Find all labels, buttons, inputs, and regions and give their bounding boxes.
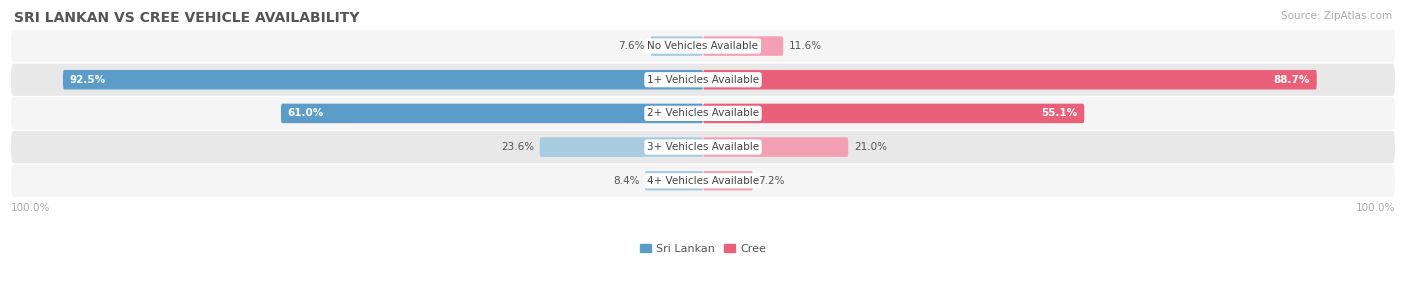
FancyBboxPatch shape — [11, 97, 1395, 130]
FancyBboxPatch shape — [11, 30, 1395, 62]
FancyBboxPatch shape — [703, 36, 783, 56]
Text: 11.6%: 11.6% — [789, 41, 823, 51]
FancyBboxPatch shape — [703, 171, 752, 190]
FancyBboxPatch shape — [703, 104, 1084, 123]
Legend: Sri Lankan, Cree: Sri Lankan, Cree — [640, 244, 766, 254]
Text: 92.5%: 92.5% — [70, 75, 105, 85]
FancyBboxPatch shape — [540, 137, 703, 157]
FancyBboxPatch shape — [63, 70, 703, 90]
Text: 100.0%: 100.0% — [11, 202, 51, 212]
FancyBboxPatch shape — [651, 36, 703, 56]
Text: 8.4%: 8.4% — [613, 176, 640, 186]
FancyBboxPatch shape — [703, 70, 1317, 90]
Text: 7.6%: 7.6% — [619, 41, 645, 51]
Text: 61.0%: 61.0% — [288, 108, 325, 118]
FancyBboxPatch shape — [281, 104, 703, 123]
Text: No Vehicles Available: No Vehicles Available — [648, 41, 758, 51]
Text: 2+ Vehicles Available: 2+ Vehicles Available — [647, 108, 759, 118]
FancyBboxPatch shape — [645, 171, 703, 190]
Text: 21.0%: 21.0% — [853, 142, 887, 152]
Text: 55.1%: 55.1% — [1040, 108, 1077, 118]
Text: 7.2%: 7.2% — [758, 176, 785, 186]
FancyBboxPatch shape — [11, 63, 1395, 96]
Text: 3+ Vehicles Available: 3+ Vehicles Available — [647, 142, 759, 152]
Text: Source: ZipAtlas.com: Source: ZipAtlas.com — [1281, 11, 1392, 21]
Text: 4+ Vehicles Available: 4+ Vehicles Available — [647, 176, 759, 186]
Text: 88.7%: 88.7% — [1274, 75, 1310, 85]
Text: SRI LANKAN VS CREE VEHICLE AVAILABILITY: SRI LANKAN VS CREE VEHICLE AVAILABILITY — [14, 11, 360, 25]
Text: 23.6%: 23.6% — [501, 142, 534, 152]
FancyBboxPatch shape — [11, 164, 1395, 197]
FancyBboxPatch shape — [703, 137, 848, 157]
Text: 100.0%: 100.0% — [1355, 202, 1395, 212]
Text: 1+ Vehicles Available: 1+ Vehicles Available — [647, 75, 759, 85]
FancyBboxPatch shape — [11, 131, 1395, 163]
